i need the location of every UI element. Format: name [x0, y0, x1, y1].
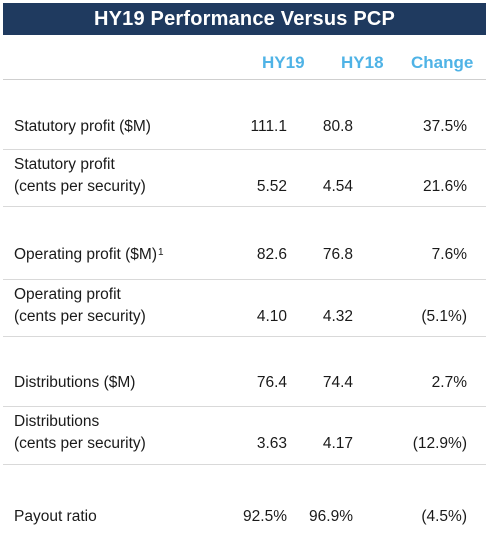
cell-hy19: 4.10: [256, 308, 287, 325]
row-divider: [3, 149, 486, 150]
row-label: Statutory profit: [14, 156, 115, 173]
table-row: Operating profit (cents per security) 4.…: [0, 280, 489, 337]
row-label: Statutory profit ($M): [14, 118, 151, 135]
table-row: Statutory profit (cents per security) 5.…: [0, 150, 489, 207]
cell-change: 37.5%: [423, 118, 467, 135]
cell-hy18: 4.54: [322, 178, 353, 195]
footnote-marker: 1: [158, 247, 164, 258]
cell-hy18: 80.8: [322, 118, 353, 135]
table-row: Distributions (cents per security) 3.63 …: [0, 407, 489, 465]
row-divider: [3, 279, 486, 280]
row-label: Payout ratio: [14, 508, 97, 525]
table-header: HY19 HY18 Change: [0, 44, 489, 80]
row-label-sub: (cents per security): [14, 178, 146, 195]
row-label: Operating profit: [14, 286, 121, 303]
row-label-text: Operating profit ($M): [14, 246, 157, 263]
cell-change: 2.7%: [431, 374, 467, 391]
cell-change: 7.6%: [431, 246, 467, 263]
cell-change: (5.1%): [421, 308, 467, 325]
row-label-sub: (cents per security): [14, 435, 146, 452]
cell-hy19: 3.63: [256, 435, 287, 452]
cell-hy18: 4.32: [322, 308, 353, 325]
cell-change: (4.5%): [421, 508, 467, 525]
row-divider: [3, 336, 486, 337]
row-label-sub: (cents per security): [14, 308, 146, 325]
cell-hy19: 82.6: [256, 246, 287, 263]
header-divider: [3, 79, 486, 80]
table-row: Distributions ($M) 76.4 74.4 2.7%: [0, 337, 489, 407]
table-row: Operating profit ($M)1 82.6 76.8 7.6%: [0, 207, 489, 280]
table-row: Statutory profit ($M) 111.1 80.8 37.5%: [0, 80, 489, 150]
table-row: Payout ratio 92.5% 96.9% (4.5%): [0, 465, 489, 535]
cell-change: 21.6%: [423, 178, 467, 195]
cell-hy18: 4.17: [322, 435, 353, 452]
column-header-hy19: HY19: [262, 53, 305, 72]
cell-hy19: 111.1: [250, 118, 288, 135]
row-divider: [3, 206, 486, 207]
cell-hy19: 76.4: [256, 374, 287, 391]
cell-hy18: 76.8: [322, 246, 353, 263]
row-divider: [3, 464, 486, 465]
row-label: Operating profit ($M)1: [14, 244, 164, 266]
row-divider: [3, 406, 486, 407]
column-header-hy18: HY18: [341, 53, 384, 72]
row-label: Distributions ($M): [14, 374, 136, 391]
cell-hy19: 5.52: [256, 178, 287, 195]
cell-hy18: 74.4: [322, 374, 353, 391]
row-label: Distributions: [14, 413, 100, 430]
cell-hy18: 96.9%: [309, 508, 353, 525]
page-title: HY19 Performance Versus PCP: [3, 3, 486, 35]
cell-hy19: 92.5%: [243, 508, 287, 525]
column-header-change: Change: [411, 53, 474, 72]
cell-change: (12.9%): [412, 435, 467, 452]
